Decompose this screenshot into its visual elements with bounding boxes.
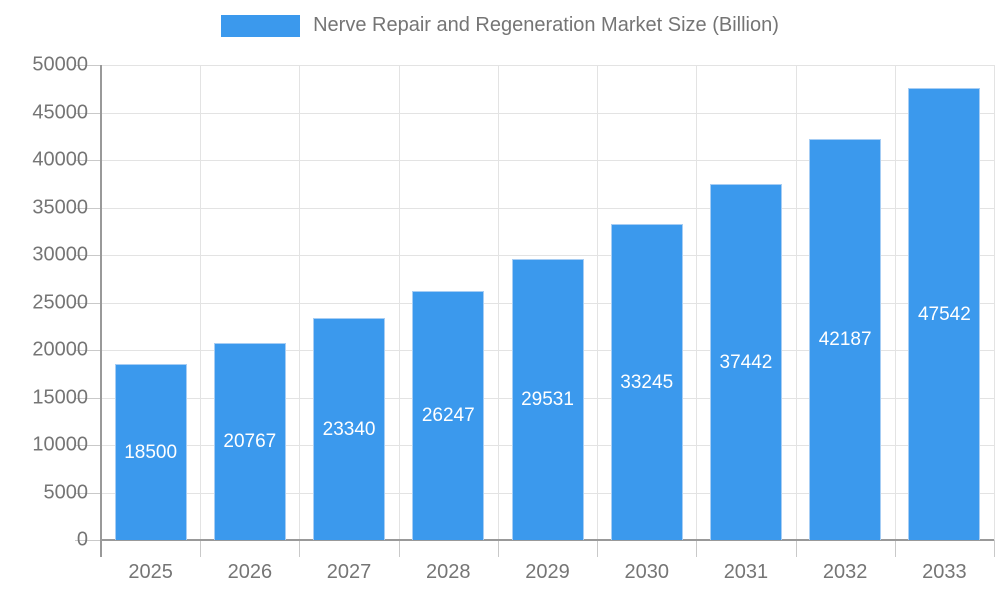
y-axis-label: 5000 [43,481,89,503]
bar[interactable]: 33245 [610,224,683,540]
legend-item[interactable]: Nerve Repair and Regeneration Market Siz… [0,14,1000,37]
x-axis-label: 2027 [326,561,372,583]
x-tick [894,540,896,557]
gridline-v [497,65,499,540]
y-axis-line [100,65,102,557]
gridline-h [101,160,994,161]
y-tick [75,397,101,399]
y-axis-label: 0 [76,528,88,551]
x-axis-label: 2025 [128,561,173,583]
bar[interactable]: 23340 [313,318,386,540]
y-axis-label: 35000 [32,196,88,218]
x-axis-label: 2032 [822,561,868,583]
gridline-v [299,65,301,540]
gridline-v [398,65,400,540]
bar-value-label: 23340 [322,418,376,440]
gridline-h [101,207,994,209]
x-tick [597,540,599,557]
bar-value-label: 18500 [124,441,178,463]
bar[interactable]: 47542 [908,88,981,540]
y-tick [75,207,101,209]
x-axis-label: 2029 [525,561,570,583]
gridline-v [795,65,797,540]
y-axis-label: 45000 [32,101,88,123]
y-axis-label: 15000 [32,386,88,408]
y-axis-label: 40000 [32,148,88,171]
gridline-h [101,112,994,114]
x-axis-label: 2028 [426,561,471,583]
bar[interactable]: 37442 [709,184,782,540]
y-axis-label: 10000 [32,433,88,456]
y-tick [75,350,101,351]
y-tick [75,445,101,446]
x-axis-label: 2026 [227,561,273,583]
bar[interactable]: 42187 [809,139,882,540]
gridline-v [597,65,599,540]
x-axis-label: 2033 [922,561,967,583]
bar[interactable]: 20767 [213,342,286,540]
x-tick [696,540,698,557]
gridline-v [200,65,202,540]
x-tick [200,540,202,557]
y-tick [75,160,101,161]
y-axis-label: 25000 [32,291,88,313]
y-tick [75,255,101,256]
gridline-h [101,255,994,256]
bar-value-label: 37442 [719,351,773,373]
bar-value-label: 33245 [620,371,674,393]
bar-value-label: 42187 [818,329,872,351]
y-tick [75,540,101,541]
x-axis-line [101,539,994,541]
x-axis-label: 2030 [624,561,669,583]
x-tick [497,540,499,557]
bar[interactable]: 29531 [511,259,584,540]
x-axis-label: 2031 [723,561,769,583]
bar-value-label: 26247 [421,404,475,426]
legend-swatch [221,14,301,37]
x-tick [795,540,797,557]
x-tick [398,540,400,557]
bar[interactable]: 26247 [412,290,485,540]
y-tick [75,492,101,494]
y-axis-label: 50000 [32,53,88,76]
gridline-v [894,65,896,540]
bar-value-label: 20767 [223,430,277,452]
y-tick [75,65,101,66]
y-axis-label: 20000 [32,338,88,361]
y-axis-label: 30000 [32,243,88,266]
y-tick [75,112,101,114]
x-tick [994,540,995,557]
y-tick [75,302,101,304]
bar[interactable]: 18500 [114,364,187,540]
gridline-v [696,65,698,540]
bar-value-label: 29531 [521,389,574,411]
gridline-v [994,65,995,540]
gridline-h [101,65,994,66]
legend-label: Nerve Repair and Regeneration Market Siz… [313,14,779,36]
bar-value-label: 47542 [917,303,971,325]
x-tick [299,540,301,557]
